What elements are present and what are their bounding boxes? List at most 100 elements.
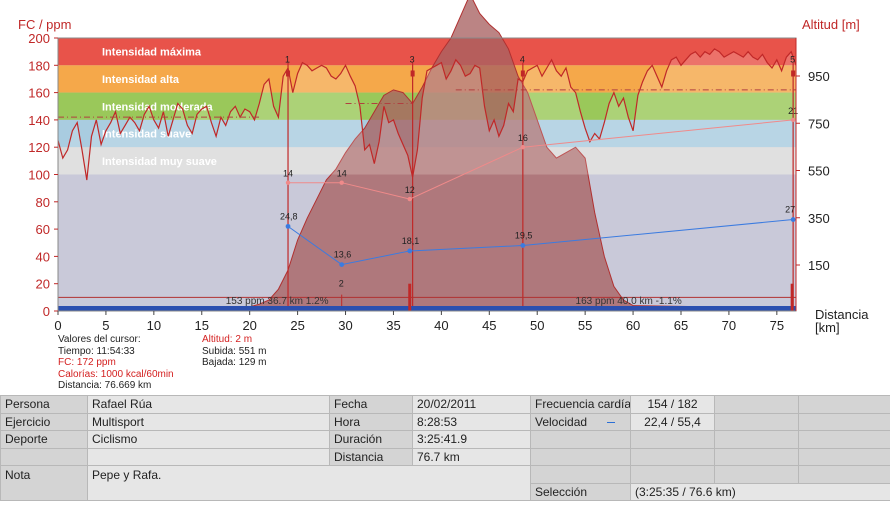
time-label: Hora	[329, 412, 413, 431]
pink-series-point	[407, 196, 412, 202]
cursor-altitude: Altitud: 2 m	[202, 334, 253, 345]
x-tick-label: 0	[54, 318, 61, 333]
empty-cell	[798, 430, 890, 449]
heart-rate-line	[57, 48, 797, 181]
x-tick-label: 10	[147, 318, 161, 333]
sport-label: Deporte	[0, 430, 88, 449]
empty-cell	[630, 465, 715, 484]
y-axis-title: FC / ppm	[18, 17, 71, 32]
person-value: Rafael Rúa	[87, 395, 330, 414]
y-tick-label: 140	[28, 113, 50, 128]
note-value: Pepe y Rafa.	[87, 465, 531, 501]
right-tick-label: 950	[808, 69, 830, 84]
speed-label: 19,5	[515, 230, 533, 240]
speed-legend-line	[607, 422, 616, 424]
date-value: 20/02/2011	[412, 395, 531, 414]
time-value: 8:28:53	[412, 412, 531, 431]
speed-point	[339, 262, 345, 267]
zone-label: Intensidad máxima	[102, 47, 202, 59]
hr-value: 154 / 182	[630, 395, 715, 414]
speed-point	[520, 243, 526, 248]
zone-label: Intensidad alta	[102, 74, 180, 86]
cursor-title: Valores del cursor:	[58, 334, 141, 345]
duration-value: 3:25:41.9	[412, 430, 531, 449]
cursor-values: Valores del cursor: Tiempo: 11:54:33 FC:…	[58, 334, 174, 392]
bottom-note: 163 ppm 40.0 km -1.1%	[576, 296, 682, 307]
table-row: Distancia 76.7 km	[0, 447, 890, 466]
person-label: Persona	[0, 395, 88, 414]
selection-label: Selección	[530, 482, 631, 501]
empty-cell	[714, 430, 799, 449]
cursor-distance: Distancia: 76.669 km	[58, 380, 152, 392]
cursor-time: Tiempo: 11:54:33	[58, 345, 135, 357]
date-label: Fecha	[329, 395, 413, 414]
exercise-value: Multisport	[87, 412, 330, 431]
table-row: Persona Rafael Rúa Fecha 20/02/2011 Frec…	[0, 395, 890, 414]
exercise-label: Ejercicio	[0, 412, 88, 431]
hr-marker-point	[286, 70, 291, 77]
speed-label: 18,1	[402, 236, 420, 246]
heart-rate-chart[interactable]: Intensidad máxima Intensidad alta Intensid…	[0, 0, 890, 395]
table-row: Selección (3:25:35 / 76.6 km)	[1, 482, 890, 501]
hr-marker-label: 1	[285, 55, 290, 65]
x-tick-label: 5	[102, 318, 109, 333]
speed-point	[285, 223, 291, 229]
distance-value: 76.7 km	[412, 447, 531, 466]
y-tick-label: 100	[28, 168, 50, 183]
right-tick-label: 150	[808, 258, 830, 273]
empty-cell	[530, 430, 631, 449]
y-tick-label: 40	[36, 249, 50, 264]
empty-cell	[630, 430, 715, 449]
speed-label: Velocidad	[535, 414, 588, 429]
marker-label: 2	[339, 278, 344, 288]
x-tick-label: 40	[434, 318, 448, 333]
cursor-hr: FC: 172 ppm	[58, 357, 116, 369]
speed-point	[407, 248, 413, 254]
hr-marker-point	[791, 70, 796, 77]
speed-point	[790, 217, 796, 222]
y-tick-label: 0	[43, 304, 50, 319]
x-tick-label: 25	[290, 318, 304, 333]
empty-cell	[798, 395, 890, 414]
y-tick-label: 180	[28, 58, 50, 73]
empty-cell	[630, 447, 715, 466]
hr-label: Frecuencia cardíaca	[530, 395, 631, 414]
speed-label-cell: Velocidad	[530, 412, 631, 431]
pink-series-label: 12	[405, 185, 415, 195]
right-tick-label: 350	[808, 211, 830, 226]
pink-series-label: 16	[518, 133, 528, 143]
zone-band	[58, 38, 796, 66]
x-tick-label: 65	[674, 318, 688, 333]
x-tick-label: 55	[578, 318, 592, 333]
x-tick-label: 20	[242, 318, 256, 333]
empty-cell	[798, 465, 890, 484]
duration-label: Duración	[329, 430, 413, 449]
cursor-ascent: Subida: 551 m	[202, 345, 267, 357]
empty-cell	[530, 447, 631, 466]
empty-cell	[798, 412, 890, 431]
hr-marker-label: 5	[790, 55, 795, 65]
pink-series-label: 14	[283, 169, 293, 179]
speed-value: 22,4 / 55,4	[630, 412, 715, 431]
y-tick-label: 120	[28, 140, 50, 155]
table-row: Deporte Ciclismo Duración 3:25:41.9	[0, 430, 890, 449]
pink-series-point	[285, 180, 291, 185]
pink-series-label: 14	[337, 169, 347, 179]
empty-cell	[87, 447, 330, 466]
cursor-marker	[790, 283, 794, 311]
heart-rate-fill	[58, 48, 796, 181]
sport-value: Ciclismo	[87, 430, 330, 449]
table-row: Nota Pepe y Rafa.	[0, 465, 890, 501]
y-tick-label: 200	[28, 31, 50, 46]
empty-cell	[714, 447, 799, 466]
x-tick-label: 35	[386, 318, 400, 333]
zone-label: Intensidad muy suave	[102, 156, 217, 168]
pink-series-point	[339, 180, 344, 185]
x-axis-unit: [km]	[815, 320, 840, 335]
empty-cell	[530, 465, 631, 484]
zone-label: Intensidad suave	[102, 129, 191, 141]
y-tick-label: 160	[28, 86, 50, 101]
empty-cell	[714, 395, 799, 414]
pink-series-point	[520, 145, 526, 150]
speed-label: 27	[785, 205, 795, 215]
